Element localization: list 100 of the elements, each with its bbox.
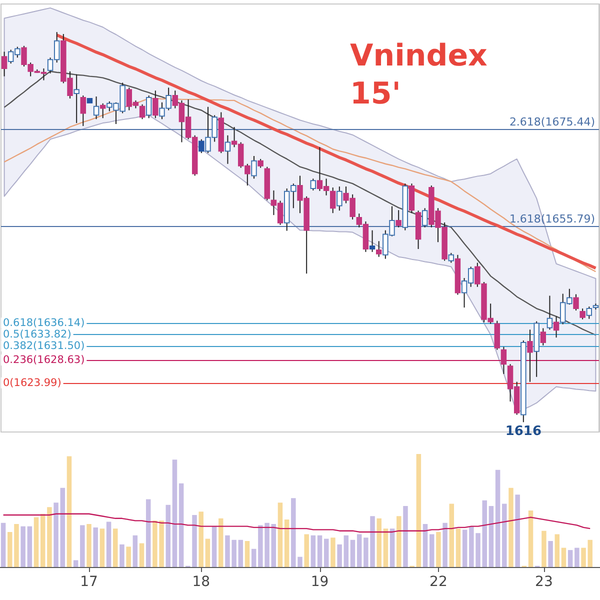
candlestick	[100, 102, 106, 119]
bar	[456, 528, 461, 567]
bar	[502, 504, 507, 567]
bar	[344, 535, 349, 567]
bar	[60, 488, 66, 567]
bar	[528, 510, 534, 567]
bar	[244, 541, 250, 567]
ref-line-label: 0.618(1636.14)	[3, 317, 85, 330]
candlestick	[93, 96, 100, 120]
ref-line-label: 0.382(1631.50)	[3, 340, 85, 352]
ref-line-label: 0.5(1633.82)	[3, 328, 72, 340]
bar	[561, 548, 566, 567]
bar	[422, 524, 428, 567]
bar	[488, 506, 494, 567]
text: Vnindex 15'	[350, 38, 498, 112]
bar	[495, 470, 500, 567]
bar	[330, 538, 336, 567]
bar	[126, 546, 131, 567]
candlestick	[336, 186, 342, 212]
bar	[278, 502, 283, 567]
bar	[172, 460, 178, 567]
candlestick	[369, 230, 376, 252]
bar	[508, 488, 514, 567]
bar	[40, 514, 46, 567]
bar	[166, 504, 171, 567]
bar	[132, 535, 138, 567]
bar	[324, 538, 329, 567]
bar	[271, 524, 276, 567]
bar	[515, 494, 520, 567]
bar	[205, 538, 210, 567]
candlestick	[152, 90, 158, 119]
bar	[120, 544, 124, 567]
bar	[238, 540, 244, 567]
candlestick	[251, 156, 257, 180]
bar	[86, 524, 92, 567]
bar	[218, 518, 224, 567]
bar	[73, 560, 78, 567]
bar	[27, 526, 32, 567]
bar	[442, 522, 448, 567]
annotation: 1616	[505, 424, 542, 440]
bar	[251, 548, 256, 567]
bar	[317, 535, 322, 567]
candlestick	[376, 240, 382, 258]
bar	[284, 520, 290, 567]
bar	[554, 534, 560, 567]
bar	[396, 516, 402, 567]
x-tick-label: 17	[80, 574, 98, 590]
bar	[139, 543, 144, 567]
candlestick	[198, 138, 204, 154]
bar	[337, 544, 342, 567]
bar	[416, 454, 422, 567]
candlestick	[573, 294, 579, 311]
bar	[310, 535, 316, 567]
candlestick	[146, 95, 152, 119]
bar	[212, 526, 217, 567]
candlestick	[396, 210, 402, 228]
bar	[356, 534, 362, 567]
x-tick-label: 18	[192, 574, 210, 590]
candlestick	[310, 178, 316, 191]
bar	[54, 502, 58, 567]
bar	[304, 534, 309, 567]
candlestick	[139, 104, 146, 120]
bar	[449, 504, 454, 567]
bar	[390, 528, 395, 567]
bar	[574, 548, 580, 567]
candlestick	[527, 329, 533, 382]
bar	[542, 530, 546, 567]
candlestick	[330, 187, 336, 214]
candlestick	[74, 74, 80, 124]
x-tick-label: 22	[430, 574, 448, 590]
bar	[436, 532, 441, 567]
candlestick	[500, 346, 507, 374]
x-tick-label: 23	[535, 574, 553, 590]
candlestick	[553, 316, 560, 338]
bar	[548, 541, 553, 567]
bar	[198, 512, 204, 567]
bar	[376, 518, 382, 567]
ref-line-label: 1.618(1655.79)	[509, 212, 595, 226]
candlestick	[224, 134, 231, 164]
candlestick	[80, 95, 86, 127]
candlestick	[540, 328, 546, 346]
bar	[20, 526, 26, 567]
bar	[350, 540, 356, 567]
bar	[146, 499, 151, 567]
candlestick	[586, 306, 592, 320]
bar	[178, 483, 184, 567]
bar	[568, 550, 573, 567]
candlestick	[580, 308, 586, 320]
candlestick	[448, 252, 454, 264]
bar	[80, 525, 85, 567]
bar	[0, 522, 6, 567]
bar	[47, 507, 52, 567]
bar	[113, 528, 118, 567]
ref-line-label: 0.236(1628.63)	[3, 354, 85, 366]
bar	[106, 522, 112, 567]
bar	[34, 517, 39, 567]
bar	[66, 456, 72, 567]
bar	[429, 534, 434, 567]
candlestick	[546, 295, 553, 330]
bar	[100, 528, 105, 567]
